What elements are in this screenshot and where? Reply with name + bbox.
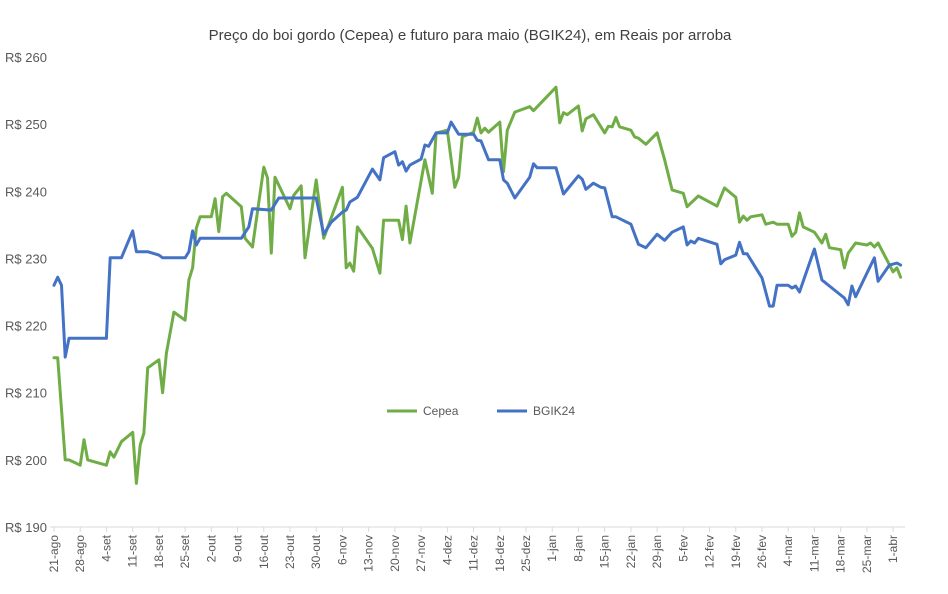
y-tick-label: R$ 190 (5, 520, 47, 535)
x-tick-label: 2-out (204, 534, 218, 562)
y-axis: R$ 190 R$ 200 R$ 210 R$ 220 R$ 230 R$ 240 R$ 2… (5, 50, 47, 535)
y-tick-label: R$ 240 (5, 184, 47, 199)
series-group (52, 85, 903, 485)
x-tick-label: 27-nov (414, 535, 428, 572)
y-tick-label: R$ 250 (5, 117, 47, 132)
x-tick-label: 28-ago (73, 535, 87, 573)
legend-label-bgik24: BGIK24 (533, 404, 575, 418)
x-tick-label: 4-mar (781, 535, 795, 566)
x-tick-label: 30-out (309, 534, 323, 569)
x-tick-label: 4-set (99, 534, 113, 561)
x-tick-label: 15-jan (598, 535, 612, 568)
x-tick-label: 11-mar (807, 535, 821, 572)
x-tick-label: 18-set (152, 534, 166, 568)
y-tick-label: R$ 200 (5, 453, 47, 468)
x-tick-label: 8-jan (571, 535, 585, 562)
x-tick-label: 5-fev (676, 535, 690, 562)
x-tick-label: 22-jan (624, 535, 638, 568)
x-tick-label: 19-fev (729, 535, 743, 568)
x-axis: 21-ago 28-ago 4-set 11-set 18-set 25-set 2-out… (47, 527, 900, 573)
x-tick-label: 26-fev (755, 535, 769, 568)
x-tick-label: 6-nov (335, 535, 349, 565)
legend-label-cepea: Cepea (423, 404, 459, 418)
x-tick-label: 18-mar (834, 535, 848, 573)
x-tick-label: 1-jan (545, 535, 559, 562)
series-line-cepea (52, 85, 903, 485)
x-tick-label: 16-out (257, 534, 271, 569)
chart-title: Preço do boi gordo (Cepea) e futuro para… (209, 27, 732, 44)
x-tick-label: 29-jan (650, 535, 664, 568)
x-tick-label: 11-dez (467, 535, 481, 571)
y-tick-label: R$ 210 (5, 386, 47, 401)
x-tick-label: 25-set (178, 534, 192, 568)
x-tick-label: 12-fev (703, 535, 717, 568)
x-tick-label: 18-dez (493, 535, 507, 572)
y-tick-label: R$ 220 (5, 319, 47, 334)
series-line-bgik24 (52, 120, 903, 359)
x-tick-label: 21-ago (47, 535, 61, 573)
x-tick-label: 4-dez (440, 535, 454, 565)
x-tick-label: 20-nov (388, 535, 402, 572)
x-tick-label: 11-set (126, 534, 140, 567)
x-tick-label: 23-out (283, 534, 297, 569)
y-tick-label: R$ 260 (5, 50, 47, 65)
x-tick-label: 25-mar (860, 535, 874, 573)
legend: Cepea BGIK24 (387, 404, 575, 418)
x-tick-label: 1-abr (886, 535, 900, 563)
x-tick-label: 13-nov (362, 535, 376, 572)
y-tick-label: R$ 230 (5, 251, 47, 266)
x-tick-label: 9-out (231, 534, 245, 562)
x-tick-label: 25-dez (519, 535, 533, 572)
